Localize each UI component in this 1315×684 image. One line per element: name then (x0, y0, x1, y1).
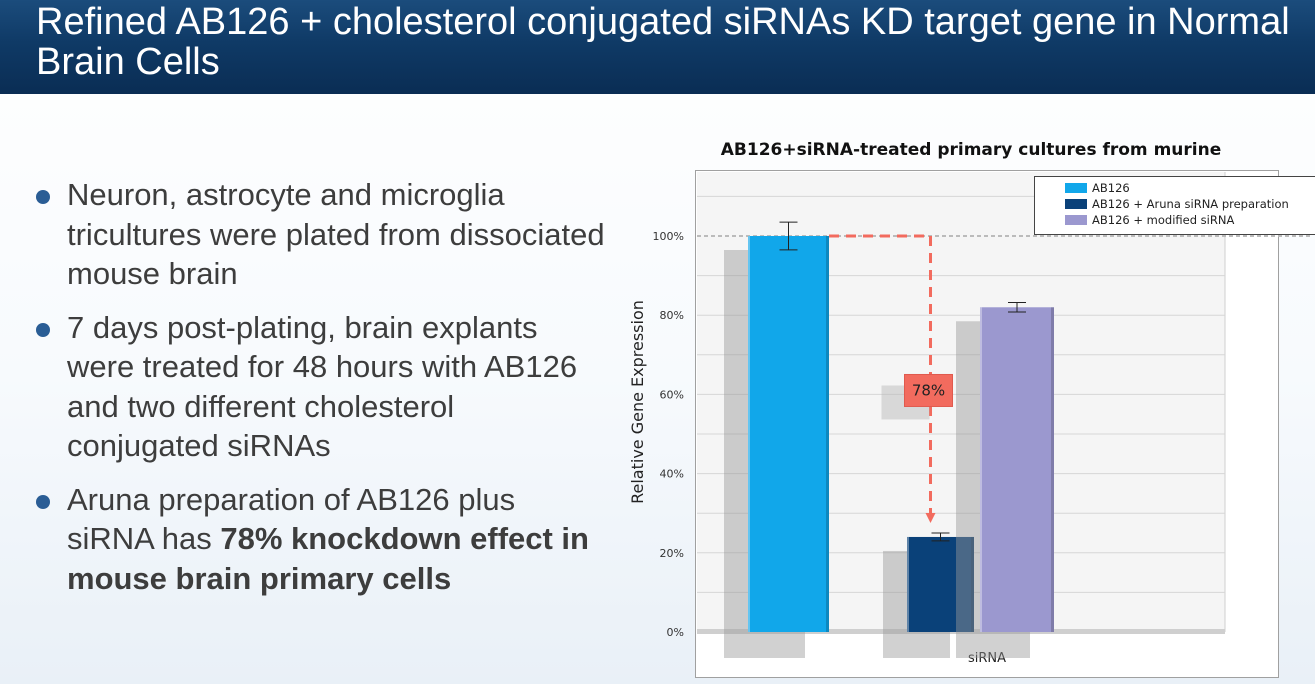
bullet-dot-icon (36, 322, 50, 337)
y-tick-label: 20% (660, 547, 684, 560)
y-tick-label: 0% (667, 626, 684, 639)
bullet-text: 7 days post-plating, brain explants were… (67, 309, 578, 464)
bar-edge-highlight (748, 236, 750, 632)
y-tick-label: 40% (660, 468, 684, 481)
bar (980, 307, 1054, 632)
bar-edge-highlight (907, 536, 909, 632)
bar (748, 236, 829, 632)
legend-swatch (1065, 199, 1087, 209)
bullet-list: Neuron, astrocyte and microglia tricultu… (32, 175, 607, 612)
legend-label: AB126 + Aruna siRNA preparation (1092, 197, 1289, 211)
chart-title: AB126+siRNA-treated primary cultures fro… (720, 140, 1222, 160)
bar-edge-shade (1051, 307, 1054, 632)
bullet-item: Neuron, astrocyte and microglia tricultu… (32, 175, 607, 294)
bar-edge-shade (971, 536, 974, 632)
title-band (0, 0, 1315, 94)
bar-edge-shade (826, 236, 829, 632)
chart-legend: AB126 AB126 + Aruna siRNA preparation AB… (1034, 176, 1315, 235)
x-axis-title: siRNA (968, 651, 1006, 666)
bar-edge-highlight (980, 307, 982, 632)
y-tick-label: 60% (660, 388, 684, 401)
legend-swatch (1065, 215, 1087, 225)
bullet-item: Aruna preparation of AB126 plus siRNA ha… (32, 480, 607, 599)
legend-label: AB126 + modified siRNA (1092, 213, 1235, 227)
legend-swatch (1065, 183, 1087, 193)
bullet-text: Aruna preparation of AB126 plus siRNA ha… (67, 481, 516, 557)
annotation-arrowhead (925, 512, 936, 523)
bullet-item: 7 days post-plating, brain explants were… (32, 308, 607, 466)
bullet-bold-text: 78% knockdown effect in mouse brain prim… (67, 521, 589, 596)
legend-label: AB126 (1092, 181, 1130, 195)
annotation-label-box (904, 373, 953, 407)
bullet-dot-icon (36, 494, 50, 509)
slide-title: Refined AB126 + cholesterol conjugated s… (36, 1, 1290, 83)
bullet-text: Neuron, astrocyte and microglia tricultu… (67, 177, 605, 291)
bullet-dot-icon (36, 190, 50, 204)
y-tick-label: 100% (653, 230, 684, 243)
y-tick-label: 80% (660, 309, 684, 322)
annotation-label: 78% (912, 381, 945, 399)
y-axis-title: Relative Gene Expression (628, 300, 647, 504)
bar (907, 536, 974, 632)
